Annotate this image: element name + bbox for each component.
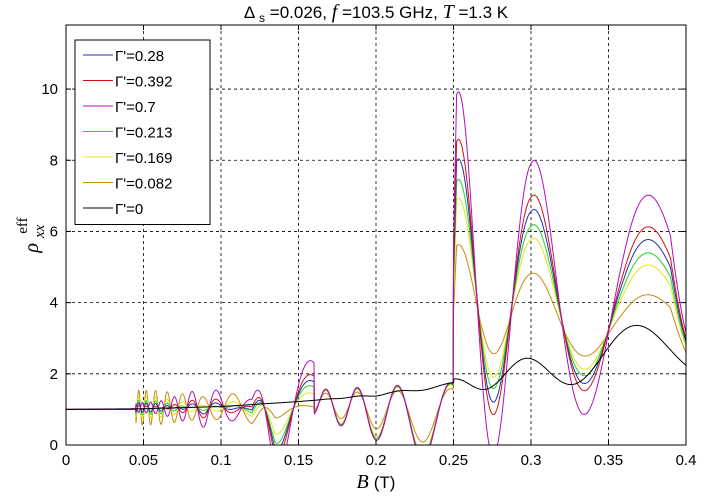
- title-t-value: =1.3 K: [458, 3, 508, 22]
- x-axis-unit: (T): [374, 473, 396, 492]
- y-tick-label: 2: [50, 366, 58, 383]
- y-axis-superscript: eff: [15, 217, 31, 233]
- legend-label: Γ'=0.392: [115, 74, 172, 91]
- x-tick-label: 0.4: [676, 452, 697, 469]
- legend-box: [74, 39, 211, 225]
- y-tick-label: 0: [50, 437, 58, 454]
- title-delta: Δ: [244, 3, 255, 22]
- legend-label: Γ'=0.213: [115, 125, 172, 142]
- x-axis-symbol: B: [357, 471, 369, 493]
- x-tick-label: 0: [62, 452, 70, 469]
- y-tick-label: 10: [41, 81, 58, 98]
- x-tick-label: 0.35: [594, 452, 623, 469]
- legend: Γ'=0.28 Γ'=0.392 Γ'=0.7 Γ'=0.213 Γ'=0.169 Γ'=…: [74, 39, 211, 225]
- x-tick-label: 0.15: [284, 452, 313, 469]
- y-axis-label-text: ρ xx eff: [15, 217, 49, 253]
- x-tick-label: 0.1: [211, 452, 232, 469]
- title-t-symbol: T: [443, 1, 456, 23]
- legend-label: Γ'=0.169: [115, 150, 172, 167]
- series-line-6: [66, 324, 686, 410]
- y-tick-label: 8: [50, 152, 58, 169]
- x-tick-label: 0.25: [439, 452, 468, 469]
- series-line-4: [66, 197, 686, 445]
- legend-items: Γ'=0.28 Γ'=0.392 Γ'=0.7 Γ'=0.213 Γ'=0.169 Γ'=…: [83, 48, 172, 218]
- series-line-5: [66, 244, 686, 443]
- x-tick-label: 0.05: [129, 452, 158, 469]
- legend-label: Γ'=0: [115, 201, 143, 218]
- y-axis-label: ρ xx eff: [15, 217, 49, 253]
- title-f-symbol: f: [332, 1, 340, 23]
- axis-ticks: 0 0.05 0.1 0.15 0.2 0.25 0.3 0.35 0.4 0 2 4 6 8 10: [41, 25, 696, 469]
- legend-label: Γ'=0.082: [115, 176, 172, 193]
- legend-label: Γ'=0.28: [115, 48, 164, 65]
- legend-label: Γ'=0.7: [115, 99, 156, 116]
- title-f-value: =103.5 GHz,: [342, 3, 443, 22]
- series-line-3: [66, 178, 686, 445]
- x-tick-label: 0.2: [366, 452, 387, 469]
- title-delta-value: =0.026,: [270, 3, 332, 22]
- title-delta-subscript: s: [259, 11, 265, 25]
- chart-title: Δ s =0.026, f =103.5 GHz, T =1.3 K: [244, 1, 509, 26]
- x-tick-label: 0.3: [521, 452, 542, 469]
- x-axis-label: B (T): [357, 471, 396, 493]
- y-axis-symbol: ρ: [21, 243, 43, 254]
- y-tick-label: 6: [50, 223, 58, 240]
- y-axis-subscript: xx: [32, 224, 48, 239]
- y-tick-label: 4: [50, 295, 58, 312]
